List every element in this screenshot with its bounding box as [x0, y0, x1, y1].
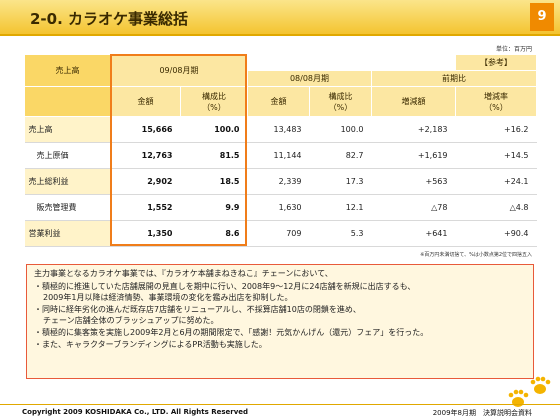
- change-cell: +1,619: [371, 142, 456, 169]
- amount-cell: 2,902: [110, 168, 181, 195]
- row-label: 売上高: [24, 116, 111, 143]
- amount-cell: 12,763: [110, 142, 181, 169]
- summary-intro: 主力事業となるカラオケ事業では、『カラオケ本舗まねきねこ』チェーンにおいて、: [34, 269, 333, 278]
- rate-cell: +16.2: [455, 116, 537, 143]
- title-bar: 2-0. カラオケ事業総括 9: [0, 0, 560, 36]
- rate-cell: +24.1: [455, 168, 537, 195]
- summary-box: 主力事業となるカラオケ事業では、『カラオケ本舗まねきねこ』チェーンにおいて、 ・…: [26, 264, 534, 379]
- ratio-cell: 100.0: [180, 116, 248, 143]
- ratio-cell: 18.5: [180, 168, 248, 195]
- unit-note: 単位：百万円: [495, 46, 532, 53]
- prev-amount-cell: 2,339: [247, 168, 310, 195]
- paw-prints-icon: [508, 376, 551, 407]
- summary-bullet: ・積極的に集客策を実施し2009年2月と6月の期間限定で、「感謝！元気かんげん（…: [34, 328, 429, 337]
- rate-cell: +14.5: [455, 142, 537, 169]
- copyright-text: Copyright 2009 KOSHIDAKA Co., LTD. All R…: [22, 408, 249, 416]
- col-change: 増減額: [371, 86, 456, 117]
- prev-amount-cell: 1,630: [247, 194, 310, 221]
- table-row: 売上総利益 2,902 18.5 2,339 17.3 +563 +24.1: [24, 168, 537, 195]
- prev-period-header: 08/08月期: [247, 70, 372, 87]
- yoy-header: 前期比: [371, 70, 537, 87]
- col-prev-amount: 金額: [247, 86, 310, 117]
- table-row: 売上原価 12,763 81.5 11,144 82.7 +1,619 +14.…: [24, 142, 537, 169]
- change-cell: +641: [371, 220, 456, 247]
- foot-note: ※百万円未満切捨て、%は小数点第2位で四捨五入: [420, 252, 532, 258]
- financial-table: 売上高 09/08月期 【参考】 08/08月期 前期比 金額 構成比 （%） 金…: [24, 54, 537, 247]
- change-cell: △78: [371, 194, 456, 221]
- prev-ratio-cell: 100.0: [309, 116, 372, 143]
- row-label: 営業利益: [24, 220, 111, 247]
- col-prev-ratio: 構成比 （%）: [309, 86, 372, 117]
- summary-bullet-cont: チェーン店舗全体のブラッシュアップに努めた。: [43, 316, 219, 325]
- rate-cell: △4.8: [455, 194, 537, 221]
- prev-ratio-cell: 82.7: [309, 142, 372, 169]
- summary-bullet-cont: 2009年1月以降は経済情勢、事業環境の変化を鑑み出店を抑制した。: [43, 293, 293, 302]
- page-title: 2-0. カラオケ事業総括: [30, 10, 189, 28]
- ratio-cell: 8.6: [180, 220, 248, 247]
- prev-ratio-cell: 12.1: [309, 194, 372, 221]
- row-header-cell: 売上高: [24, 54, 111, 87]
- rate-cell: +90.4: [455, 220, 537, 247]
- table-row: 売上高 15,666 100.0 13,483 100.0 +2,183 +16…: [24, 116, 537, 143]
- page-number: 9: [530, 3, 554, 31]
- prev-amount-cell: 709: [247, 220, 310, 247]
- row-label: 売上原価: [24, 142, 111, 169]
- ratio-cell: 81.5: [180, 142, 248, 169]
- row-label: 売上総利益: [24, 168, 111, 195]
- col-amount: 金額: [110, 86, 181, 117]
- amount-cell: 15,666: [110, 116, 181, 143]
- amount-cell: 1,350: [110, 220, 181, 247]
- row-label: 販売管理費: [24, 194, 111, 221]
- table-row: 販売管理費 1,552 9.9 1,630 12.1 △78 △4.8: [24, 194, 537, 221]
- footer-doc-title: 2009年8月期 決算説明会資料: [432, 409, 532, 417]
- summary-bullet: ・積極的に推進していた店舗展開の見直しを期中に行い、2008年9～12月に24店…: [34, 282, 416, 291]
- amount-cell: 1,552: [110, 194, 181, 221]
- footer: Copyright 2009 KOSHIDAKA Co., LTD. All R…: [0, 404, 560, 420]
- summary-bullet: ・同時に経年劣化の進んだ既存店7店舗をリニューアルし、不採算店舗10店の閉鎖を進…: [34, 305, 361, 314]
- prev-amount-cell: 13,483: [247, 116, 310, 143]
- col-rate: 増減率 （%）: [455, 86, 537, 117]
- current-period-header: 09/08月期: [110, 54, 248, 87]
- prev-ratio-cell: 17.3: [309, 168, 372, 195]
- prev-ratio-cell: 5.3: [309, 220, 372, 247]
- ratio-cell: 9.9: [180, 194, 248, 221]
- change-cell: +2,183: [371, 116, 456, 143]
- reference-label: 【参考】: [455, 54, 537, 71]
- col-ratio: 構成比 （%）: [180, 86, 248, 117]
- summary-bullet: ・また、キャラクターブランディングによるPR活動も実施した。: [34, 340, 267, 349]
- table-row: 営業利益 1,350 8.6 709 5.3 +641 +90.4: [24, 220, 537, 247]
- prev-amount-cell: 11,144: [247, 142, 310, 169]
- change-cell: +563: [371, 168, 456, 195]
